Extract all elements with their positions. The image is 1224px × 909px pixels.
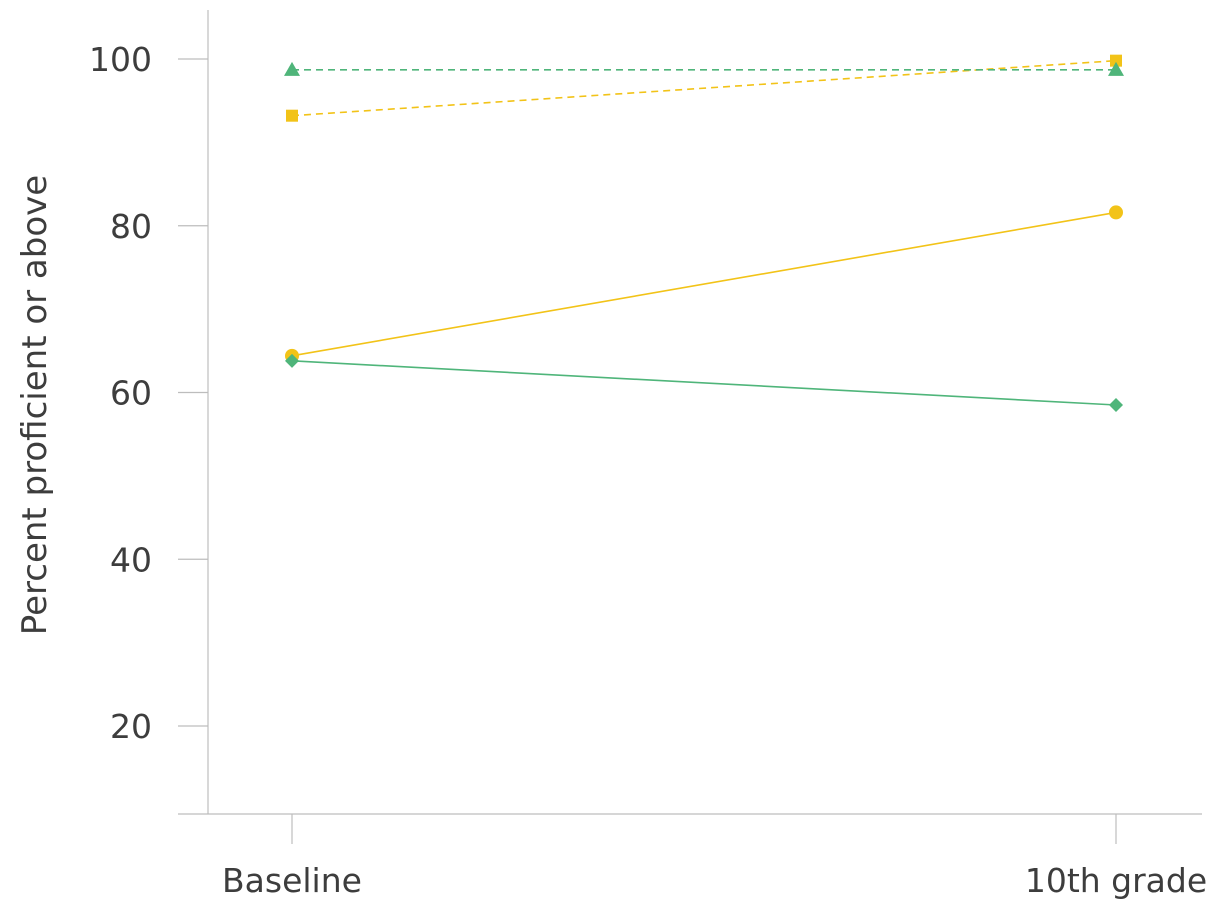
series-line	[291, 59, 1117, 117]
x-tick-label: Baseline	[222, 861, 362, 900]
x-axis-ticks: Baseline 10th grade	[222, 814, 1207, 900]
series-4	[285, 353, 1123, 413]
series-2	[284, 61, 1124, 76]
series-1	[286, 54, 1122, 122]
y-tick-label: 80	[110, 207, 152, 246]
data-point-triangle	[284, 61, 300, 76]
series-layer	[284, 54, 1124, 413]
data-point-diamond	[285, 353, 299, 368]
y-tick-label: 60	[110, 374, 152, 413]
data-point-square	[286, 109, 298, 122]
series-3	[285, 205, 1123, 363]
data-point-square	[1110, 54, 1122, 67]
data-point-triangle	[1108, 61, 1124, 76]
series-line	[291, 211, 1117, 357]
data-point-circle	[1109, 205, 1123, 220]
y-axis-ticks: 20 40 60 80 100	[89, 40, 208, 746]
y-axis-title: Percent proficient or above	[15, 175, 55, 635]
x-tick-label: 10th grade	[1025, 861, 1207, 900]
y-tick-label: 100	[89, 40, 152, 79]
series-line	[291, 360, 1117, 406]
y-tick-label: 40	[110, 540, 152, 579]
data-point-diamond	[1109, 398, 1123, 413]
y-tick-label: 20	[110, 707, 152, 746]
